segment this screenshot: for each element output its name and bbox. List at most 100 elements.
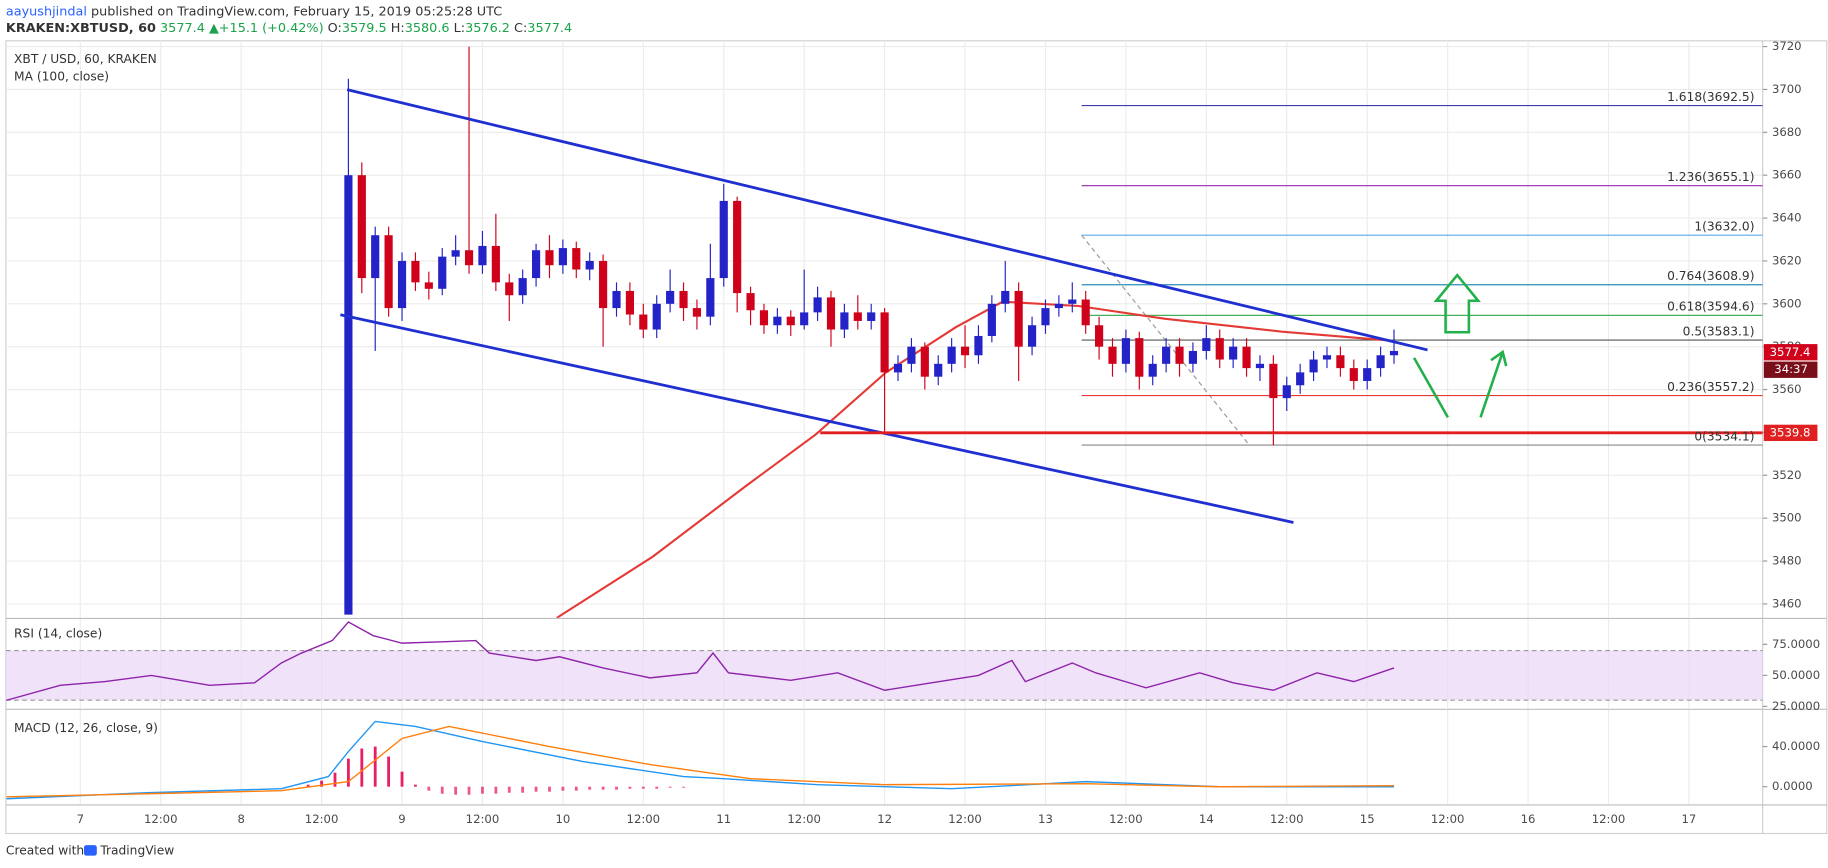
y-tick-label: 0.0000	[1772, 779, 1813, 793]
last-price: 3577.4	[160, 20, 205, 35]
candle-body	[1188, 350, 1198, 364]
x-tick-label: 10	[555, 812, 570, 826]
histogram-bar	[467, 786, 471, 795]
histogram-bar	[601, 786, 605, 790]
histogram-bar	[668, 786, 672, 788]
candle-body	[464, 250, 474, 266]
candle-body	[947, 346, 956, 364]
fib-label: 1(3632.0)	[1694, 220, 1754, 234]
candle-body	[934, 363, 943, 377]
plot: 7 12:00 8 12:00 9 12:00 10 12:00 11 12:00 12 12:00 1…	[5, 39, 1820, 826]
x-tick-label: 12	[877, 812, 892, 826]
candle-body	[1027, 325, 1037, 347]
candle-body	[1014, 290, 1023, 347]
candle-body	[773, 316, 782, 326]
price-tag	[1763, 344, 1818, 361]
candle-body	[384, 235, 393, 309]
price-tag-label: 3539.8	[1770, 425, 1811, 439]
candle-body	[719, 200, 728, 279]
histogram-bar	[400, 771, 404, 787]
candle-body	[746, 293, 755, 311]
x-tick-label: 12:00	[466, 812, 500, 826]
big-up-arrow	[1433, 273, 1481, 334]
x-tick-label: 17	[1682, 812, 1697, 826]
price-tag-label: 3577.4	[1770, 345, 1811, 359]
frame	[5, 40, 1828, 835]
candle-body	[1001, 290, 1010, 304]
candle-body	[813, 297, 822, 313]
candle-body	[1376, 355, 1385, 369]
candle-body	[1282, 385, 1291, 399]
candle-body	[1255, 363, 1265, 369]
candle-body	[652, 303, 661, 330]
candle-body	[960, 346, 970, 356]
ohlc-label: O:	[328, 20, 342, 35]
candle-body	[1148, 363, 1157, 377]
candle-body	[826, 297, 836, 330]
indicator-line	[6, 621, 1395, 701]
indicator-title: MA (100, close)	[14, 69, 109, 83]
y-tick-label: 25.0000	[1772, 699, 1820, 713]
candle-body	[1349, 368, 1358, 381]
y-tick-label: 3480	[1772, 554, 1802, 568]
countdown-box	[1763, 361, 1818, 378]
candle-body	[1389, 350, 1399, 356]
candle-body	[1175, 346, 1184, 364]
up-leg	[1479, 351, 1504, 418]
histogram-bar	[507, 786, 511, 793]
candle-body	[545, 250, 554, 266]
fib-label: 0.236(3557.2)	[1667, 380, 1754, 394]
y-tick-label: 3500	[1772, 511, 1802, 525]
candle-body	[1081, 299, 1090, 326]
candle-body	[786, 316, 795, 326]
main-pane	[340, 46, 1763, 618]
y-tick-label: 3720	[1772, 39, 1802, 53]
histogram-bar	[427, 786, 431, 791]
histogram-bar	[628, 786, 632, 789]
fib-label: 1.618(3692.5)	[1667, 90, 1754, 104]
candle-body	[572, 248, 581, 270]
fib-label: 0(3534.1)	[1694, 429, 1754, 443]
candle-body	[505, 282, 514, 296]
y-tick-label: 40.0000	[1772, 739, 1820, 753]
y-tick-label: 3680	[1772, 125, 1802, 139]
x-tick-label: 12:00	[1592, 812, 1626, 826]
published: published on TradingView.com, February 1…	[91, 4, 502, 19]
fib-label: 0.5(3583.1)	[1683, 324, 1755, 338]
candle-body	[1336, 355, 1345, 369]
candle-body	[1363, 368, 1372, 381]
indicator-line	[6, 720, 1395, 800]
candle-body	[1309, 359, 1318, 373]
candle-body	[880, 312, 889, 373]
histogram-bar	[574, 786, 578, 791]
histogram-bar	[521, 786, 525, 793]
indicator-pane	[6, 720, 1395, 800]
candle-body	[1095, 325, 1104, 347]
indicator-line	[6, 725, 1395, 798]
candle-body	[397, 260, 407, 309]
price-tag	[1763, 424, 1818, 442]
fib-label: 0.618(3594.6)	[1667, 300, 1754, 314]
candle-body	[451, 250, 460, 257]
indicator-pane	[5, 621, 1763, 701]
logo	[84, 845, 97, 856]
histogram-bar	[548, 786, 551, 792]
histogram-bar	[360, 748, 364, 787]
symbol: KRAKEN:XBTUSD, 60	[6, 20, 156, 35]
ohlc-value: 3580.6	[405, 20, 450, 35]
x-tick-label: 12:00	[948, 812, 982, 826]
moving-average	[556, 300, 1388, 618]
candle-body	[840, 312, 849, 330]
y-tick-label: 3660	[1772, 168, 1802, 182]
histogram-bar	[306, 784, 310, 787]
candle-body	[518, 278, 527, 296]
histogram-bar	[440, 786, 444, 794]
candle-body	[1242, 346, 1251, 369]
histogram-bar	[534, 786, 538, 792]
candle-body	[1202, 338, 1211, 351]
candle-body	[987, 303, 996, 336]
candle-body	[1041, 308, 1050, 326]
candle-body	[612, 290, 621, 309]
